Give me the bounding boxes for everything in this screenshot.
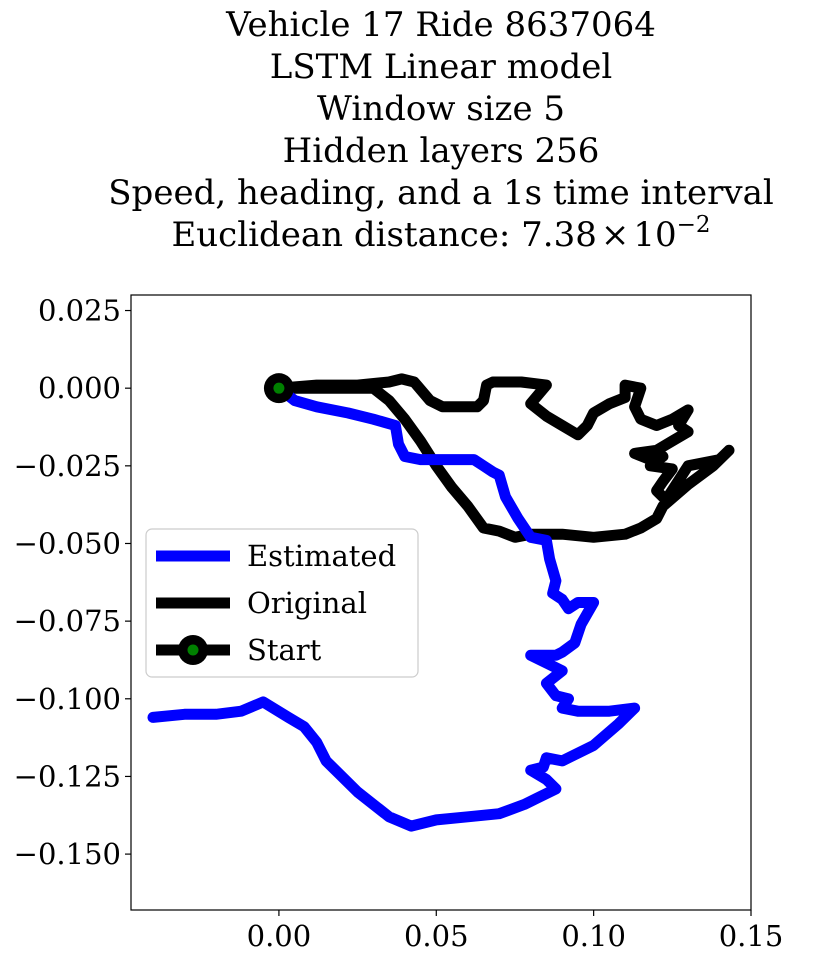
legend-start-marker-inner <box>187 644 199 656</box>
distance-exponent: −2 <box>677 212 711 238</box>
y-tick-label: −0.100 <box>14 682 121 716</box>
y-tick-label: −0.050 <box>14 526 121 560</box>
legend-label-estimated: Estimated <box>247 539 396 573</box>
x-tick-label: 0.00 <box>247 919 312 953</box>
y-tick-label: −0.150 <box>14 837 121 871</box>
distance-base: 10 <box>633 215 676 255</box>
plot-frame <box>130 294 752 911</box>
distance-times: × <box>601 215 630 255</box>
y-tick-label: 0.025 <box>38 294 121 328</box>
title-line-2: LSTM Linear model <box>270 47 612 87</box>
series-line-original <box>273 373 735 543</box>
chart-title: Vehicle 17 Ride 8637064 LSTM Linear mode… <box>108 5 773 255</box>
y-tick-label: −0.025 <box>14 449 121 483</box>
x-tick-label: 0.10 <box>561 919 626 953</box>
series-layer <box>147 373 735 832</box>
x-tick-label: 0.05 <box>404 919 469 953</box>
start-marker-inner <box>273 382 285 394</box>
distance-label: Euclidean distance: 7.38 <box>171 215 596 255</box>
title-line-6: Euclidean distance: 7.38 × 10−2 <box>171 212 710 255</box>
x-tick-label: 0.15 <box>719 919 784 953</box>
title-line-1: Vehicle 17 Ride 8637064 <box>225 5 656 45</box>
y-tick-label: −0.125 <box>14 759 121 793</box>
x-axis: 0.00 0.05 0.10 0.15 <box>247 910 784 953</box>
legend-label-start: Start <box>247 633 322 667</box>
y-tick-label: 0.000 <box>38 371 121 405</box>
y-tick-label: −0.075 <box>14 604 121 638</box>
title-line-4: Hidden layers 256 <box>283 131 600 171</box>
legend: Estimated Original Start <box>145 528 419 678</box>
title-line-3: Window size 5 <box>317 89 565 129</box>
series-line-estimated <box>147 382 641 832</box>
y-axis: 0.025 0.000 −0.025 −0.050 −0.075 −0.100 −0.125… <box>14 294 131 871</box>
title-line-5: Speed, heading, and a 1s time interval <box>108 173 773 213</box>
legend-label-original: Original <box>247 586 367 620</box>
legend-box <box>145 528 419 678</box>
